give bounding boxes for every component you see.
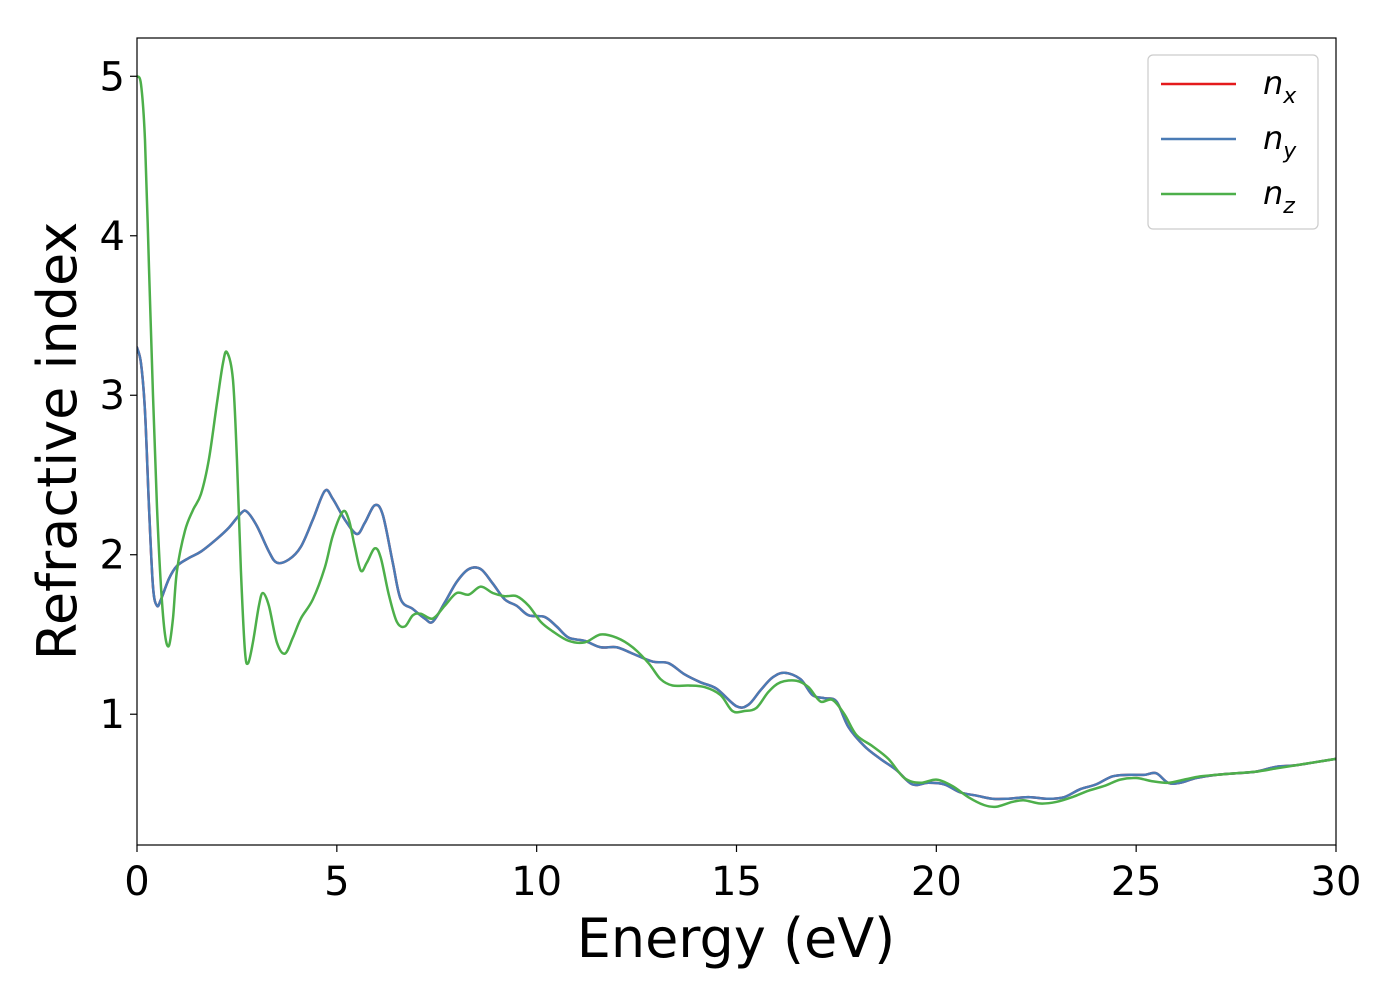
x-tick-label: 25 <box>1111 859 1162 905</box>
y-axis-label: Refractive index <box>26 222 89 661</box>
y-tick-label: 4 <box>100 214 125 260</box>
legend-label-n-y: ny <box>1263 119 1297 164</box>
x-axis-label: Energy (eV) <box>577 907 896 970</box>
series-line-n-y <box>137 346 1336 801</box>
x-tick-label: 20 <box>911 859 962 905</box>
x-tick-label: 15 <box>711 859 762 905</box>
y-tick-label: 2 <box>100 533 125 579</box>
series-line-n-z <box>137 75 1336 809</box>
x-tick-label: 5 <box>324 859 349 905</box>
y-tick-label: 1 <box>100 692 125 738</box>
series-layer <box>137 75 1336 809</box>
legend-label-n-x: nx <box>1263 64 1297 109</box>
series-line-n-x <box>137 346 1336 801</box>
x-axis: 0 5 10 15 20 25 30 <box>124 845 1361 905</box>
x-tick-label: 0 <box>124 859 149 905</box>
y-tick-label: 3 <box>100 373 125 419</box>
y-tick-label: 5 <box>100 54 125 100</box>
legend-label-n-z: nz <box>1263 174 1295 219</box>
x-tick-label: 30 <box>1311 859 1362 905</box>
legend: nx ny nz <box>1147 54 1319 230</box>
x-tick-label: 10 <box>511 859 562 905</box>
y-axis: 1 2 3 4 5 <box>100 54 137 738</box>
legend-box <box>1147 54 1319 230</box>
legend-entries: nx ny nz <box>1161 64 1297 219</box>
